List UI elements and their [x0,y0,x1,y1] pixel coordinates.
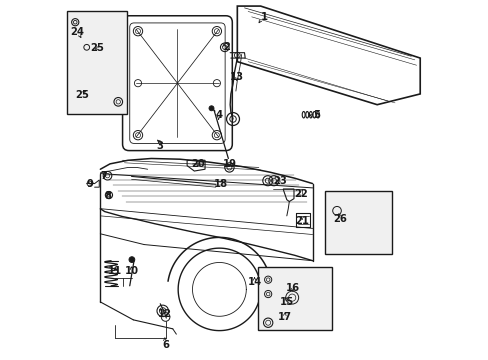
Text: 22: 22 [294,189,307,199]
Text: 11: 11 [107,266,122,276]
Text: 13: 13 [229,72,243,82]
Text: 25: 25 [90,43,104,53]
Text: 16: 16 [285,283,299,293]
Text: 5: 5 [312,111,319,121]
Text: 20: 20 [191,159,205,169]
Circle shape [208,106,214,111]
Text: 4: 4 [215,111,223,121]
Text: 26: 26 [333,214,347,224]
Text: 10: 10 [124,266,138,276]
Circle shape [129,257,135,262]
Text: 9: 9 [86,179,93,189]
Bar [325,191,391,253]
Text: 8: 8 [104,191,111,201]
Text: 19: 19 [222,159,236,169]
Text: 21: 21 [294,216,308,226]
Text: 2: 2 [223,42,229,52]
Text: 6: 6 [162,340,169,350]
Text: 3: 3 [157,141,163,151]
Text: 12: 12 [158,310,172,319]
Text: 25: 25 [75,90,89,100]
Text: 24: 24 [71,27,84,37]
Text: 17: 17 [277,312,291,322]
Text: 23: 23 [272,176,286,186]
Text: 18: 18 [214,179,228,189]
Bar [258,267,331,330]
Text: 1: 1 [260,12,267,22]
Text: 14: 14 [247,277,261,287]
Text: 7: 7 [100,171,107,181]
Text: 15: 15 [279,297,293,307]
Bar [67,12,127,114]
